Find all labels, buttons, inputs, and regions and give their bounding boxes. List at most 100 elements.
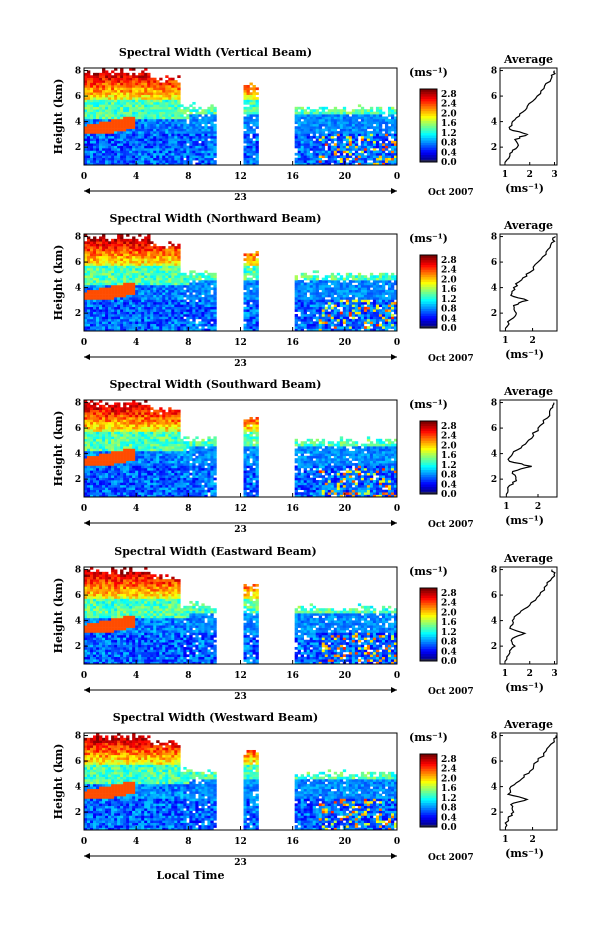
heatmap-cell (129, 244, 132, 247)
heatmap-cell (135, 87, 138, 90)
heatmap-cell (213, 324, 216, 327)
heatmap-cell (114, 136, 117, 139)
heatmap-cell (126, 138, 129, 141)
heatmap-cell (150, 129, 153, 132)
heatmap-cell (180, 273, 183, 276)
heatmap-cell (340, 141, 343, 144)
heatmap-cell (171, 275, 174, 278)
heatmap-cell (90, 78, 93, 81)
heatmap-cell (141, 295, 144, 298)
heatmap-cell (108, 158, 111, 161)
heatmap-cell (328, 150, 331, 153)
heatmap-cell (247, 100, 250, 103)
heatmap-cell (250, 273, 253, 276)
heatmap-cell (337, 121, 340, 124)
heatmap-cell (141, 75, 144, 78)
heatmap-cell (192, 283, 195, 286)
heatmap-cell (165, 295, 168, 298)
heatmap-cell (192, 107, 195, 110)
heatmap-cell (361, 153, 364, 156)
heatmap-cell (253, 253, 256, 256)
heatmap-cell (177, 316, 180, 319)
heatmap-cell (114, 112, 117, 115)
heatmap-cell (96, 85, 99, 88)
heatmap-cell (204, 285, 207, 288)
heatmap-cell (328, 133, 331, 136)
heatmap-cell (256, 102, 259, 105)
heatmap-cell (207, 112, 210, 115)
heatmap-cell (171, 158, 174, 161)
heatmap-cell (204, 129, 207, 132)
heatmap-cell (319, 307, 322, 310)
heatmap-cell (186, 146, 189, 149)
heatmap-cell (204, 117, 207, 120)
heatmap-cell (180, 146, 183, 149)
heatmap-cell (201, 143, 204, 146)
heatmap-cell (102, 316, 105, 319)
heatmap-cell (159, 143, 162, 146)
x-tick-label: 8 (185, 338, 191, 348)
heatmap-cell (111, 258, 114, 261)
heatmap-cell (307, 131, 310, 134)
heatmap-cell (331, 148, 334, 151)
heatmap-cell (159, 321, 162, 324)
heatmap-cell (213, 153, 216, 156)
heatmap-cell (102, 251, 105, 254)
heatmap-cell (105, 319, 108, 322)
heatmap-cell (337, 316, 340, 319)
heatmap-cell (334, 109, 337, 112)
heatmap-cell (256, 153, 259, 156)
heatmap-cell (180, 278, 183, 281)
heatmap-cell (144, 263, 147, 266)
heatmap-cell (340, 131, 343, 134)
heatmap-cell (183, 143, 186, 146)
heatmap-cell (307, 117, 310, 120)
heatmap-cell (168, 287, 171, 290)
heatmap-cell (364, 121, 367, 124)
heatmap-cell (385, 124, 388, 127)
heatmap-cell (105, 326, 108, 329)
heatmap-cell (213, 146, 216, 149)
heatmap-cell (132, 138, 135, 141)
heatmap-cell (156, 285, 159, 288)
colorbar-segment (420, 157, 437, 160)
heatmap-cell (385, 275, 388, 278)
heatmap-cell (192, 131, 195, 134)
heatmap-cell (310, 283, 313, 286)
heatmap-cell (391, 119, 394, 122)
heatmap-cell (111, 319, 114, 322)
heatmap-cell (319, 319, 322, 322)
heatmap-cell (120, 324, 123, 327)
heatmap-cell (213, 316, 216, 319)
heatmap-cell (117, 90, 120, 93)
heatmap-cell (340, 319, 343, 322)
heatmap-cell (150, 319, 153, 322)
heatmap-cell (343, 150, 346, 153)
heatmap-cell (256, 312, 259, 315)
heatmap-cell (358, 126, 361, 129)
heatmap-cell (144, 150, 147, 153)
heatmap-cell (159, 295, 162, 298)
heatmap-cell (256, 155, 259, 158)
heatmap-cell (165, 97, 168, 100)
heatmap-cell (301, 121, 304, 124)
heatmap-cell (183, 160, 186, 163)
heatmap-cell (340, 143, 343, 146)
heatmap-cell (132, 295, 135, 298)
heatmap-cell (108, 241, 111, 244)
heatmap-cell (388, 150, 391, 153)
heatmap-cell (379, 278, 382, 281)
heatmap-cell (156, 107, 159, 110)
heatmap-cell (340, 138, 343, 141)
heatmap-cell (135, 273, 138, 276)
heatmap-cell (367, 304, 370, 307)
heatmap-cell (331, 302, 334, 305)
heatmap-cell (150, 131, 153, 134)
heatmap-cell (87, 309, 90, 312)
heatmap-cell (213, 107, 216, 110)
heatmap-cell (325, 324, 328, 327)
heatmap-cell (162, 319, 165, 322)
heatmap-cell (316, 283, 319, 286)
heatmap-cell (141, 290, 144, 293)
heatmap-cell (120, 314, 123, 317)
